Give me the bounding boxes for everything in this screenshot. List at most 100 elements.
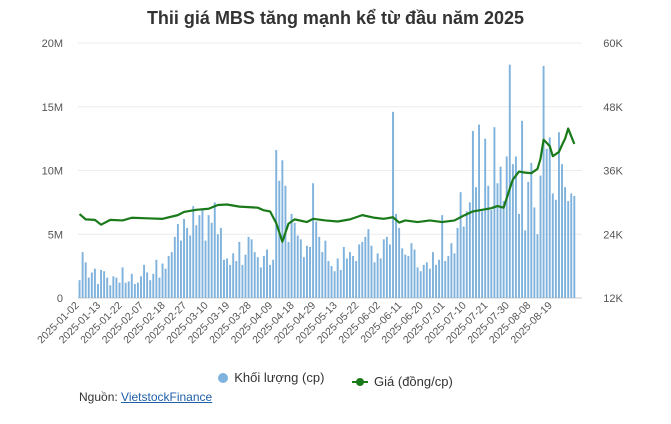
volume-bar[interactable] [468,202,471,299]
volume-bar[interactable] [176,224,179,298]
volume-bar[interactable] [573,196,576,298]
volume-bar[interactable] [505,156,508,298]
volume-bar[interactable] [290,213,293,298]
volume-bar[interactable] [183,218,185,298]
volume-bar[interactable] [352,255,355,298]
volume-bar[interactable] [358,244,361,298]
volume-bar[interactable] [364,236,367,298]
volume-bar[interactable] [247,236,250,298]
volume-bar[interactable] [130,273,133,298]
volume-bar[interactable] [127,281,130,298]
volume-bar[interactable] [124,282,127,298]
volume-bar[interactable] [438,259,441,298]
volume-bar[interactable] [379,258,382,298]
volume-bar[interactable] [493,127,496,299]
volume-bar[interactable] [518,213,520,298]
volume-bar[interactable] [229,264,232,298]
volume-bar[interactable] [299,239,302,298]
volume-bar[interactable] [542,65,545,298]
volume-bar[interactable] [385,236,388,298]
volume-bar[interactable] [398,227,401,299]
volume-bar[interactable] [192,206,195,298]
volume-bar[interactable] [471,130,474,298]
volume-bar[interactable] [118,282,121,298]
volume-bar[interactable] [195,225,198,298]
volume-bar[interactable] [216,234,219,298]
volume-bar[interactable] [527,181,530,298]
volume-bar[interactable] [84,262,87,298]
volume-bar[interactable] [554,199,557,298]
volume-bar[interactable] [140,276,142,298]
volume-bar[interactable] [250,239,253,298]
volume-bar[interactable] [395,213,398,298]
price-series-line[interactable] [78,127,576,243]
volume-bar[interactable] [444,261,447,298]
volume-bar[interactable] [401,248,404,298]
volume-bar[interactable] [97,283,99,298]
volume-bar[interactable] [232,253,235,299]
volume-bar[interactable] [407,255,410,298]
volume-bar[interactable] [309,247,311,298]
volume-bar[interactable] [269,264,272,298]
volume-bar[interactable] [441,215,444,299]
volume-bar[interactable] [345,258,348,298]
volume-bar[interactable] [392,111,394,298]
volume-bar[interactable] [287,241,290,298]
volume-bar[interactable] [422,264,425,298]
volume-bar[interactable] [213,202,216,299]
volume-bar[interactable] [333,271,336,298]
volume-bar[interactable] [499,166,502,298]
volume-bar[interactable] [508,64,511,298]
volume-bar[interactable] [484,138,487,299]
volume-bar[interactable] [262,255,265,298]
volume-bar[interactable] [567,201,570,298]
volume-bar[interactable] [272,259,275,298]
volume-bar[interactable] [293,222,296,298]
volume-bar[interactable] [278,180,281,298]
volume-bar[interactable] [90,272,93,299]
volume-bar[interactable] [253,252,256,298]
volume-bar[interactable] [244,254,247,298]
volume-bar[interactable] [355,261,358,298]
volume-bar[interactable] [103,271,106,298]
volume-bar[interactable] [511,164,514,299]
volume-bar[interactable] [450,243,453,298]
volume-bar[interactable] [78,280,81,298]
volume-bar[interactable] [453,253,456,299]
volume-bar[interactable] [561,164,563,299]
volume-bar[interactable] [521,120,524,299]
volume-bar[interactable] [490,210,493,298]
volume-bar[interactable] [336,258,339,298]
volume-bar[interactable] [432,252,434,298]
volume-bar[interactable] [115,277,118,298]
source-link[interactable]: VietstockFinance [121,390,213,404]
volume-bar[interactable] [481,211,484,298]
volume-bar[interactable] [106,277,109,298]
volume-bar[interactable] [416,267,419,298]
volume-bar[interactable] [152,273,155,298]
volume-bar[interactable] [281,160,284,298]
volume-bar[interactable] [536,234,539,298]
volume-bar[interactable] [487,185,490,298]
volume-bar[interactable] [161,263,164,298]
volume-bar[interactable] [502,201,505,298]
volume-bar[interactable] [207,215,210,299]
volume-bar[interactable] [564,187,567,298]
volume-bar[interactable] [173,236,176,298]
volume-bar[interactable] [133,283,136,298]
volume-bar[interactable] [367,229,370,298]
volume-bar[interactable] [324,240,327,299]
volume-bar[interactable] [330,266,333,299]
volume-bar[interactable] [539,175,542,298]
volume-bar[interactable] [219,227,222,299]
volume-bar[interactable] [496,183,499,298]
volume-bar[interactable] [241,264,244,298]
legend-item-volume[interactable]: Khối lượng (cp) [218,370,324,385]
volume-bar[interactable] [235,261,238,298]
volume-bar[interactable] [373,262,376,298]
legend-item-price[interactable]: Giá (đồng/cp) [352,374,453,389]
volume-bar[interactable] [284,185,287,298]
volume-bar[interactable] [112,276,115,298]
volume-bar[interactable] [204,240,207,299]
volume-bar[interactable] [413,249,416,298]
